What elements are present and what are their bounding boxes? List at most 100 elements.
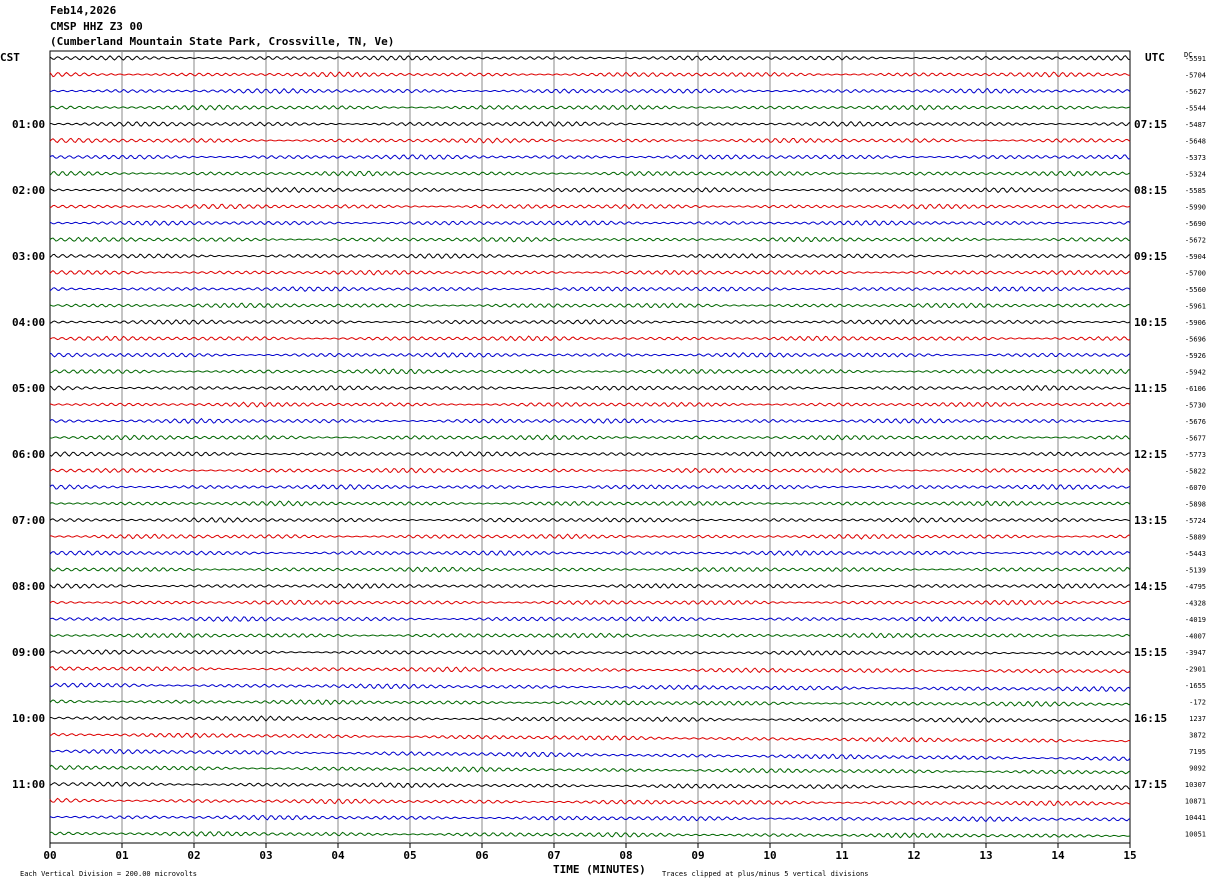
utc-hour-label: 09:15 [1134,250,1167,263]
dc-offset-label: -5648 [1185,138,1206,146]
dc-offset-label: -6106 [1185,385,1206,393]
dc-offset-label: 7195 [1189,748,1206,756]
plot-frame [49,50,1131,844]
dc-label: DC [1184,51,1192,59]
trace-line [49,483,1131,491]
dc-offset-label: 10441 [1185,814,1206,822]
dc-offset-label: -5724 [1185,517,1206,525]
trace-line [49,649,1131,656]
x-tick-label: 15 [1123,849,1136,862]
dc-offset-label: -6070 [1185,484,1206,492]
x-tick-label: 01 [115,849,129,862]
station-name: CMSP HHZ Z3 00 [50,20,143,33]
trace-line [49,831,1131,839]
trace-line [49,732,1131,743]
x-tick-label: 10 [763,849,776,862]
cst-hour-label: 03:00 [12,250,45,263]
utc-hour-label: 16:15 [1134,712,1167,725]
dc-offset-label: -5889 [1185,534,1206,542]
trace-line [49,137,1131,144]
trace-line [49,417,1131,424]
x-tick-label: 11 [835,849,849,862]
dc-offset-label: -172 [1189,699,1206,707]
dc-offset-label: -5942 [1185,369,1206,377]
trace-line [49,434,1131,441]
utc-hour-label: 12:15 [1134,448,1167,461]
x-axis-title: TIME (MINUTES) [553,863,646,876]
dc-offset-label: -5898 [1185,501,1206,509]
x-tick-label: 04 [331,849,345,862]
dc-offset-label: -5544 [1185,105,1206,113]
trace-line [49,104,1131,111]
dc-offset-label: -5676 [1185,418,1206,426]
trace-line [49,583,1131,590]
dc-offset-label: -5926 [1185,352,1206,360]
dc-offset-label: -5704 [1185,72,1206,80]
x-tick-label: 13 [979,849,992,862]
trace-line [49,764,1131,775]
trace-line [49,87,1131,95]
dc-offset-label: -5690 [1185,220,1206,228]
cst-hour-label: 10:00 [12,712,45,725]
x-tick-label: 05 [403,849,416,862]
dc-offset-label: 10307 [1185,781,1206,789]
cst-hour-label: 01:00 [12,118,45,131]
utc-hour-label: 10:15 [1134,316,1167,329]
trace-line [49,55,1131,62]
trace-line [49,599,1131,606]
trace-line [49,632,1131,639]
dc-offset-label: 10871 [1185,798,1206,806]
plot-date: Feb14,2026 [50,4,117,17]
dc-offset-label: -4795 [1185,583,1206,591]
trace-line [49,384,1131,392]
dc-offset-label: -5904 [1185,253,1206,261]
cst-hour-label: 02:00 [12,184,45,197]
cst-hour-label: 05:00 [12,382,45,395]
trace-line [49,269,1131,276]
trace-line [49,451,1131,457]
utc-hour-label: 14:15 [1134,580,1167,593]
dc-offset-label: -5373 [1185,154,1206,162]
x-axis: 00 01 02 03 04 05 06 07 08 09 10 11 12 13 14 15 [43,843,1137,862]
trace-line [49,666,1131,674]
x-tick-label: 09 [691,849,704,862]
dc-offset-label: -5585 [1185,187,1206,195]
trace-line [49,203,1131,210]
utc-hour-label: 17:15 [1134,778,1167,791]
trace-line [49,318,1131,325]
trace-line [49,814,1131,823]
trace-line [49,286,1131,292]
trace-line [49,549,1131,557]
left-axis-label: CST [0,51,20,64]
dc-offset-label: -3947 [1185,649,1206,657]
trace-line [49,467,1131,474]
x-tick-label: 14 [1051,849,1065,862]
cst-hour-label: 07:00 [12,514,45,527]
scale-note: Each Vertical Division = 200.00 microvol… [20,870,197,878]
dc-offset-label: -5672 [1185,237,1206,245]
trace-line [49,401,1131,408]
dc-offset-label: -5773 [1185,451,1206,459]
cst-hour-label: 09:00 [12,646,45,659]
dc-offset-label: 3872 [1189,732,1206,740]
dc-offset-label: -4007 [1185,633,1206,641]
clip-note: Traces clipped at plus/minus 5 vertical … [662,870,869,878]
dc-offset-label: -4019 [1185,616,1206,624]
dc-offset-label: -5443 [1185,550,1206,558]
trace-line [49,797,1131,807]
trace-line [49,699,1131,708]
utc-hour-label: 11:15 [1134,382,1167,395]
dc-offset-label: -5591 [1185,55,1206,63]
x-tick-label: 02 [187,849,200,862]
dc-offset-label: 10051 [1185,831,1206,839]
cst-hour-label: 08:00 [12,580,45,593]
trace-group [49,55,1131,839]
dc-offset-label: -5990 [1185,204,1206,212]
dc-offset-label: -5324 [1185,171,1206,179]
time-labels: -5591 -5704 -5627 -5544 -5487 -5648 -5373 -5324… [12,55,1206,839]
trace-line [49,186,1131,194]
dc-offset-label: -5487 [1185,121,1206,129]
utc-hour-label: 15:15 [1134,646,1167,659]
trace-line [49,516,1131,524]
